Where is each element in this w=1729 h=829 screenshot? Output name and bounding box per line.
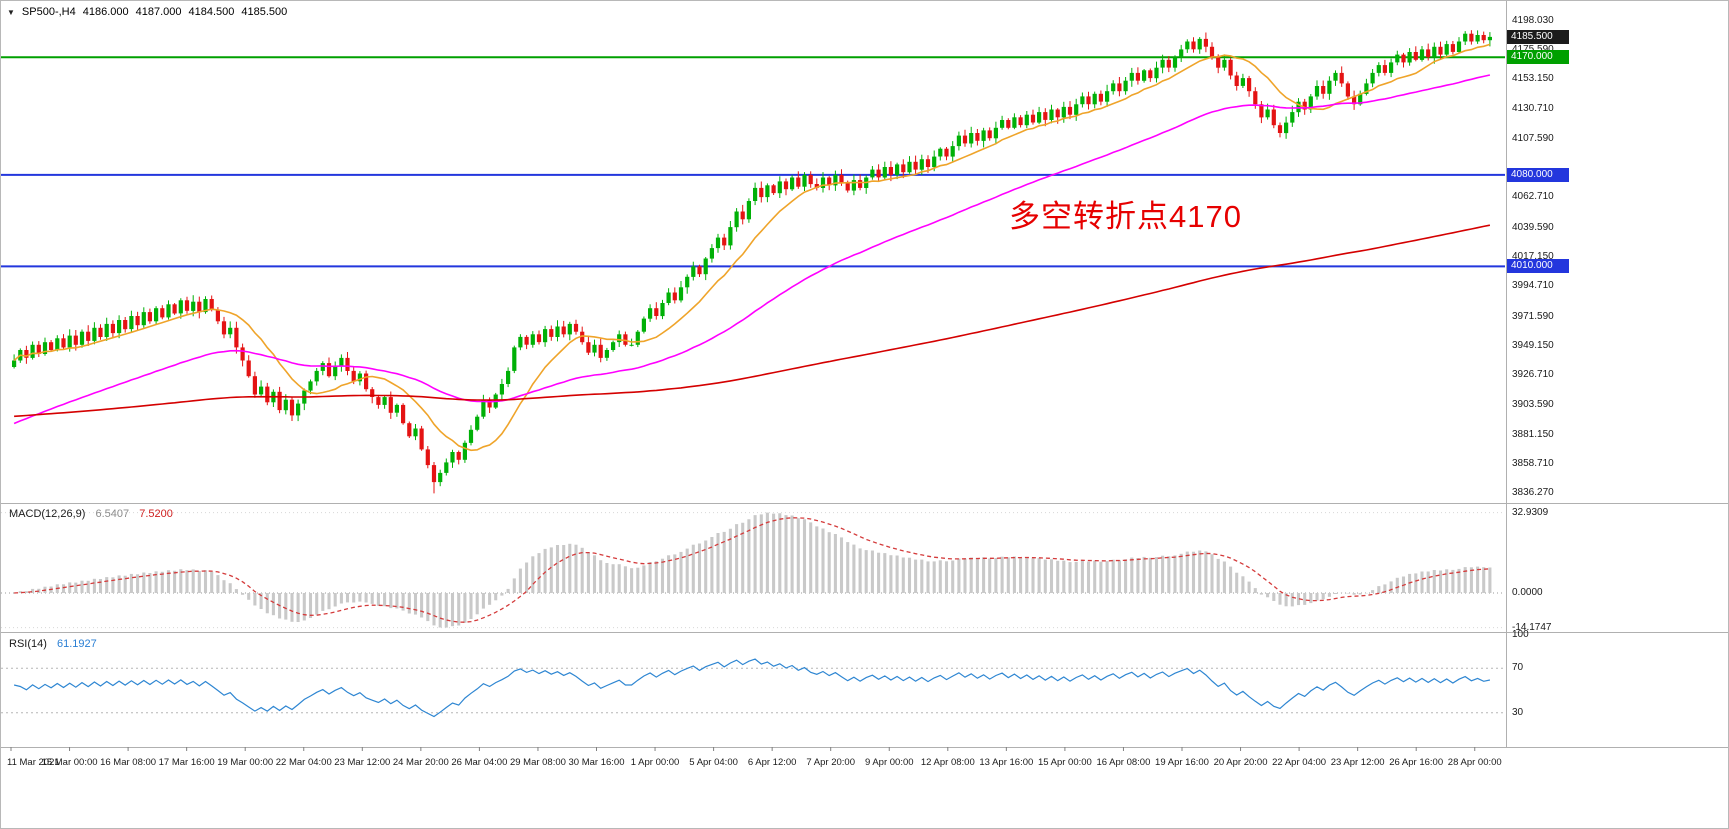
macd-panel: [1, 512, 1505, 629]
time-axis-label[interactable]: 1 Apr 00:00: [630, 757, 680, 768]
time-axis-label[interactable]: 16 Apr 08:00: [1096, 757, 1151, 768]
time-axis-label[interactable]: 20 Apr 20:00: [1213, 757, 1268, 768]
time-axis-label[interactable]: 30 Mar 16:00: [568, 757, 625, 768]
hline-price-badge[interactable]: 4170.000: [1507, 50, 1569, 64]
bar-low-value: 4184.500: [188, 6, 235, 18]
time-axis-label[interactable]: 23 Mar 12:00: [334, 757, 391, 768]
rsi-axis-label: 70: [1512, 662, 1524, 673]
price-scale-label: 3926.710: [1512, 369, 1554, 380]
price-scale-label: 4039.590: [1512, 222, 1554, 233]
macd-axis-label: 0.0000: [1512, 587, 1543, 598]
price-scale-label: 3836.270: [1512, 487, 1554, 498]
time-axis-label[interactable]: 11 Mar 2021: [7, 757, 60, 768]
time-axis-label[interactable]: 17 Mar 16:00: [158, 757, 215, 768]
time-axis-label[interactable]: 15 Apr 00:00: [1037, 757, 1092, 768]
price-scale-label: 4107.590: [1512, 133, 1554, 144]
macd-axis-label: 32.9309: [1512, 507, 1549, 518]
macd-signal-line: [14, 517, 1490, 623]
macd-indicator-label: MACD(12,26,9) 6.5407 7.5200: [9, 508, 173, 520]
macd-axis-label: -14.1747: [1512, 622, 1552, 633]
rsi-axis-label: 100: [1512, 629, 1529, 640]
time-axis-label[interactable]: 19 Mar 00:00: [217, 757, 274, 768]
time-axis-label[interactable]: 26 Apr 16:00: [1389, 757, 1444, 768]
time-axis-label[interactable]: 13 Apr 16:00: [979, 757, 1034, 768]
ma-slow-line: [14, 224, 1491, 418]
bar-high-value: 4187.000: [135, 6, 182, 18]
rsi-name: RSI(14): [9, 638, 47, 650]
macd-main-value: 6.5407: [95, 508, 130, 520]
time-axis-label[interactable]: 9 Apr 00:00: [864, 757, 914, 768]
horizontal-line-objects: [1, 56, 1505, 268]
price-scale-label: 3949.150: [1512, 340, 1554, 351]
one-click-trading-expander-icon[interactable]: ▼: [7, 7, 15, 17]
ma-medium-line: [13, 74, 1491, 425]
price-scale-label: 4153.150: [1512, 73, 1554, 84]
price-scale-label: 4175.590: [1512, 44, 1554, 55]
price-scale-label: 4130.710: [1512, 103, 1554, 114]
price-scale-label: 4062.710: [1512, 191, 1554, 202]
price-scale-label: 3994.710: [1512, 280, 1554, 291]
candlesticks: [12, 30, 1492, 494]
time-axis-label[interactable]: 26 Mar 04:00: [451, 757, 508, 768]
rsi-indicator-label: RSI(14) 61.1927: [9, 638, 97, 650]
time-axis-label[interactable]: 5 Apr 04:00: [689, 757, 738, 768]
panel-separators: [1, 1, 1728, 751]
time-axis-label[interactable]: 22 Apr 04:00: [1272, 757, 1327, 768]
price-scale-label: 4017.150: [1512, 251, 1554, 262]
price-scale-label: 3881.150: [1512, 429, 1554, 440]
macd-signal-value: 7.5200: [139, 508, 173, 520]
chart-annotation-text[interactable]: 多空转折点4170: [1009, 199, 1242, 234]
price-scale-label: 4198.030: [1512, 15, 1554, 26]
bar-open-value: 4186.000: [82, 6, 129, 18]
price-scale-label: 3971.590: [1512, 311, 1554, 322]
symbol-info-bar: ▼ SP500-,H4 4186.000 4187.000 4184.500 4…: [7, 6, 287, 18]
price-scale-label: 3903.590: [1512, 399, 1554, 410]
time-axis-label[interactable]: 15 Mar 00:00: [41, 757, 98, 768]
current-price-badge: 4185.500: [1507, 30, 1569, 44]
time-axis-label[interactable]: 23 Apr 12:00: [1330, 757, 1385, 768]
time-axis-label[interactable]: 28 Apr 00:00: [1447, 757, 1502, 768]
rsi-panel: [1, 658, 1505, 718]
time-axis-label[interactable]: 22 Mar 04:00: [275, 757, 332, 768]
time-axis-label[interactable]: 16 Mar 08:00: [100, 757, 157, 768]
hline-price-badge[interactable]: 4010.000: [1507, 259, 1569, 273]
rsi-axis-label: 30: [1512, 707, 1524, 718]
time-axis-label[interactable]: 19 Apr 16:00: [1155, 757, 1209, 768]
symbol-period-label: SP500-,H4: [21, 6, 76, 18]
time-axis-label[interactable]: 29 Mar 08:00: [509, 757, 566, 768]
hline-price-badge[interactable]: 4080.000: [1507, 168, 1569, 182]
macd-name: MACD(12,26,9): [9, 508, 86, 520]
bar-close-value: 4185.500: [241, 6, 288, 18]
time-axis-label[interactable]: 12 Apr 08:00: [920, 757, 975, 768]
time-axis-label[interactable]: 7 Apr 20:00: [806, 757, 855, 768]
rsi-value: 61.1927: [56, 638, 97, 650]
ma-fast-line: [13, 43, 1491, 452]
time-axis-label[interactable]: 24 Mar 20:00: [392, 757, 449, 768]
rsi-line: [13, 658, 1491, 718]
price-scale-label: 3858.710: [1512, 458, 1554, 469]
time-axis-label[interactable]: 6 Apr 12:00: [747, 757, 797, 768]
